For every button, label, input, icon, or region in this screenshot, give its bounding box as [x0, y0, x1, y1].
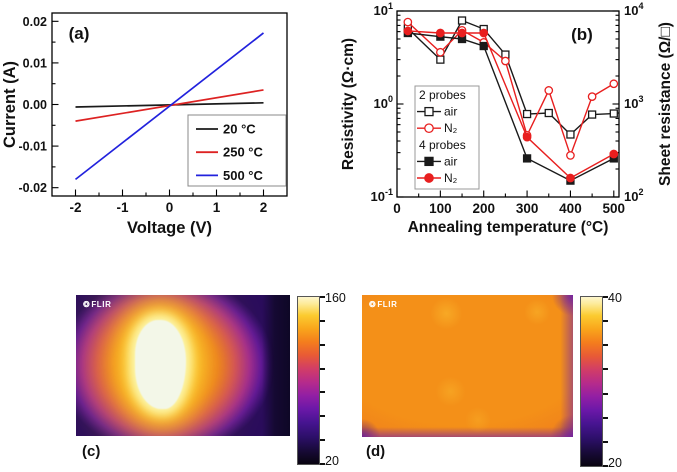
legend-group-label: 2 probes	[419, 88, 466, 102]
svg-text:500: 500	[603, 201, 626, 216]
series-line-500 °C	[74, 32, 265, 181]
colorbar-tick	[320, 463, 325, 465]
legend-label: 20 °C	[223, 122, 256, 137]
colorbar-tick	[603, 344, 608, 347]
colorbar-tick	[320, 343, 325, 346]
plot-a-xlabel: Voltage (V)	[127, 219, 212, 237]
svg-text:300: 300	[516, 201, 539, 216]
legend-entry-label: N₂	[444, 121, 458, 135]
colorbar-c-min-label: 20	[325, 454, 339, 468]
flir-gear-icon: ❂	[369, 300, 377, 309]
colorbar-tick	[320, 391, 325, 394]
colorbar-c-gradient	[297, 296, 325, 465]
legend-entry-label: air	[444, 154, 457, 168]
panel-a-label: (a)	[69, 24, 90, 43]
chart-iv-curves: -2 -1 0 1 2 0.02 0.01 0.00 -0.01 -0.02 20 °C 250 °C…	[1, 12, 288, 237]
plot-a-ticks	[52, 20, 265, 196]
legend-entry-label: air	[444, 105, 457, 119]
log-tick-label: 102	[624, 187, 643, 204]
flir-logo: ❂FLIR	[369, 300, 398, 309]
flir-logo-text: FLIR	[91, 300, 112, 309]
plot-b-xlabel: Annealing temperature (°C)	[408, 219, 609, 236]
legend-b: 2 probes air N₂ 4 probes air N₂	[414, 85, 480, 190]
log-tick-label: 10-1	[371, 187, 393, 204]
legend-label: 500 °C	[223, 168, 264, 183]
svg-text:400: 400	[559, 201, 582, 216]
colorbar-tick	[603, 296, 608, 298]
svg-text:0.02: 0.02	[23, 15, 47, 29]
colorbar-tick	[320, 296, 325, 298]
svg-text:-1: -1	[116, 200, 128, 215]
svg-text:1: 1	[213, 200, 221, 215]
colorbar-tick	[603, 392, 608, 395]
log-tick-label: 104	[624, 1, 643, 18]
colorbar-tick	[603, 440, 608, 443]
thermal-image-c: ❂FLIR	[76, 295, 290, 436]
colorbar-d: 40 20	[580, 291, 622, 470]
svg-text:0: 0	[393, 201, 401, 216]
panel-c-label: (c)	[82, 443, 101, 460]
plot-a-tick-labels: -2 -1 0 1 2 0.02 0.01 0.00 -0.01 -0.02	[19, 15, 268, 215]
panel-b-label: (b)	[571, 25, 593, 44]
svg-text:0: 0	[166, 200, 174, 215]
cold-band	[262, 295, 290, 436]
legend-label: 250 °C	[223, 145, 264, 160]
legend-a: 20 °C 250 °C 500 °C	[187, 114, 287, 187]
svg-text:0.01: 0.01	[23, 56, 47, 70]
hot-spot	[134, 320, 187, 410]
svg-text:-0.02: -0.02	[19, 181, 48, 195]
colorbar-tick	[320, 415, 325, 418]
legend-entry-label: N₂	[444, 171, 458, 185]
chart-resistivity: 0 100 200 300 400 500 101 100 10-1 104 103 102 2 pro…	[340, 1, 674, 236]
colorbar-tick	[603, 465, 608, 467]
svg-text:100: 100	[429, 201, 452, 216]
colorbar-c: 160 20	[297, 291, 346, 468]
flir-gear-icon: ❂	[83, 300, 91, 309]
plot-b-ylabel-right: Sheet resistance (Ω/□)	[657, 22, 674, 186]
flir-logo-text: FLIR	[377, 300, 398, 309]
colorbar-tick	[320, 367, 325, 370]
svg-text:2: 2	[260, 200, 268, 215]
panel-d-label: (d)	[366, 443, 386, 460]
legend-group-label: 4 probes	[419, 138, 466, 152]
thermal-image-d: ❂FLIR	[362, 295, 573, 437]
plot-a-ylabel: Current (A)	[1, 61, 19, 148]
log-tick-label: 100	[374, 94, 393, 111]
colorbar-tick	[603, 416, 608, 419]
colorbar-c-max-label: 160	[325, 291, 346, 305]
svg-text:0.00: 0.00	[23, 98, 47, 112]
svg-text:-2: -2	[69, 200, 81, 215]
flir-logo: ❂FLIR	[83, 300, 112, 309]
series-line-2 probes N₂	[407, 21, 615, 158]
log-tick-label: 103	[624, 94, 643, 111]
series-markers-4 probes N₂	[403, 26, 619, 183]
colorbar-d-max-label: 40	[608, 291, 622, 305]
svg-text:-0.01: -0.01	[19, 140, 48, 154]
colorbar-tick	[320, 319, 325, 322]
svg-text:200: 200	[472, 201, 495, 216]
colorbar-tick	[320, 439, 325, 442]
colorbar-tick	[603, 368, 608, 371]
colorbar-d-gradient	[580, 296, 608, 467]
colorbar-tick	[603, 320, 608, 323]
plot-b-ylabel: Resistivity (Ω·cm)	[340, 38, 357, 170]
log-tick-label: 101	[374, 1, 393, 18]
colorbar-d-min-label: 20	[608, 456, 622, 470]
